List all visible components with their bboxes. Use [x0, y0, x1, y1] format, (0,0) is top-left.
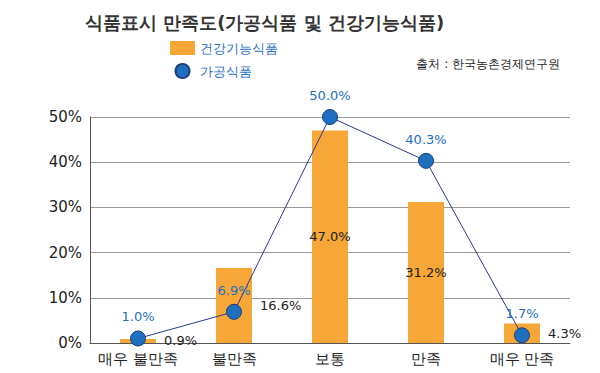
svg-text:1.7%: 1.7% [505, 306, 538, 321]
svg-text:불만족: 불만족 [212, 350, 257, 368]
svg-text:31.2%: 31.2% [405, 265, 446, 280]
svg-text:식품표시 만족도(가공식품 및 건강기능식품): 식품표시 만족도(가공식품 및 건강기능식품) [85, 12, 444, 33]
svg-text:0.9%: 0.9% [164, 333, 197, 348]
svg-text:30%: 30% [49, 198, 82, 216]
svg-text:6.9%: 6.9% [217, 283, 250, 298]
svg-text:가공식품: 가공식품 [200, 64, 252, 79]
svg-text:47.0%: 47.0% [309, 229, 350, 244]
svg-text:만족: 만족 [411, 350, 441, 368]
svg-text:40%: 40% [49, 153, 82, 171]
svg-text:보통: 보통 [315, 350, 345, 368]
svg-text:10%: 10% [49, 289, 82, 307]
svg-text:50%: 50% [49, 108, 82, 126]
svg-text:건강기능식품: 건강기능식품 [200, 41, 278, 56]
svg-text:4.3%: 4.3% [548, 326, 581, 341]
svg-text:출처 : 한국농촌경제연구원: 출처 : 한국농촌경제연구원 [416, 57, 560, 71]
svg-text:40.3%: 40.3% [405, 132, 446, 147]
svg-text:16.6%: 16.6% [260, 298, 301, 313]
svg-text:20%: 20% [49, 244, 82, 262]
svg-text:매우 불만족: 매우 불만족 [98, 350, 178, 368]
svg-text:50.0%: 50.0% [309, 88, 350, 103]
svg-text:매우 만족: 매우 만족 [490, 350, 555, 368]
svg-text:0%: 0% [58, 334, 82, 352]
svg-text:1.0%: 1.0% [121, 309, 154, 324]
